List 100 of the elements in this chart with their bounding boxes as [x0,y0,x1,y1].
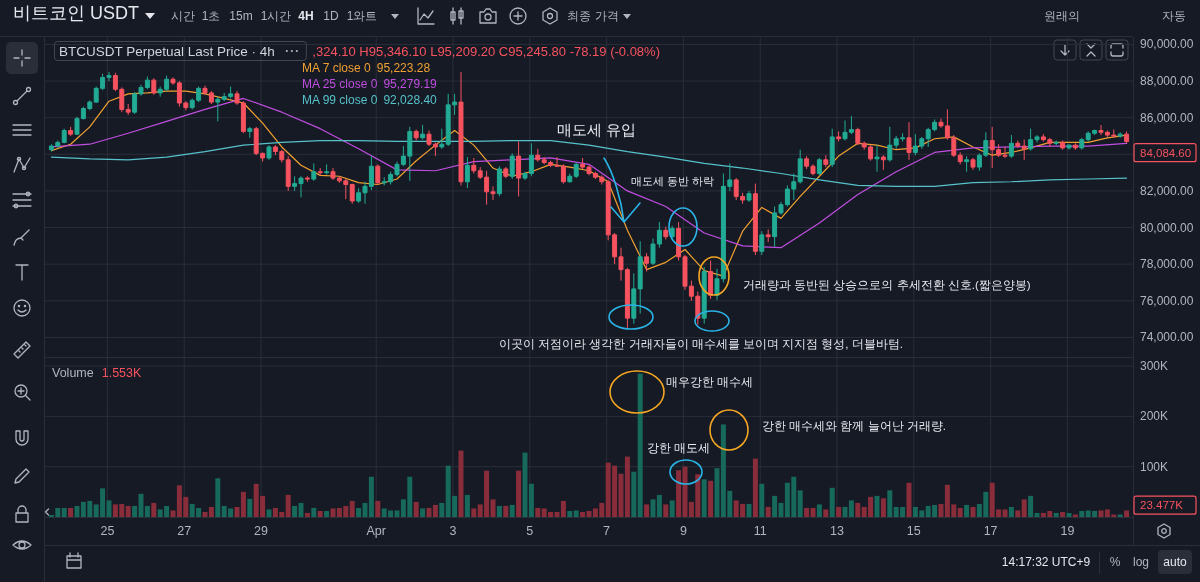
text: 최종 가격 [567,9,619,23]
candlestick [215,96,221,122]
bar [887,490,893,517]
candlestick [708,260,714,300]
bar [1060,511,1066,517]
y-tick-label: 100K [1140,459,1169,474]
text: % [1109,555,1121,569]
candlestick [311,162,317,182]
candlestick [836,130,842,142]
x-tick-label: 3 [449,524,457,538]
annotation: 92,028.40 [383,93,438,107]
bar [125,505,131,517]
x-tick-label: 7 [603,524,611,538]
bar [439,502,445,517]
bar [669,500,675,517]
bar [349,500,355,517]
candlestick [1079,137,1085,151]
text: MA 99 close 0 [302,93,378,107]
bar [855,502,861,517]
y-tick-label: 300K [1140,359,1169,374]
text: auto [1163,555,1187,569]
candlestick [1021,139,1027,161]
candlestick [1066,143,1072,151]
candlestick [1053,140,1059,146]
bar [516,470,522,517]
bar [432,504,438,517]
bar [964,504,970,517]
bar [663,504,669,517]
bar [957,507,963,517]
bar [759,483,765,517]
bar [823,509,829,517]
bar [1053,512,1059,517]
bar [324,510,330,517]
candlestick [797,149,803,185]
bar [215,478,221,517]
line-series [50,139,1128,187]
bar [151,502,157,517]
bar [144,505,150,517]
x-tick-label: 25 [100,524,115,538]
candlestick [637,240,643,315]
bar [567,510,573,517]
text: 1D [323,9,339,23]
candlestick [503,166,509,179]
bar [880,498,886,517]
candlestick [765,228,771,243]
bar [356,507,362,517]
candlestick [957,151,963,165]
candlestick [324,163,330,175]
bar [1015,510,1021,517]
candlestick [420,124,426,141]
bar [509,504,515,517]
text: 14:17:32 UTC+9 [1001,555,1091,569]
candlestick [266,144,272,161]
candlestick [746,190,752,203]
annotation: 이곳이 저점이라 생각한 거래자들이 매수세를 보이며 지지점 형성, 더블바텀. [499,338,903,350]
bar [535,507,541,517]
candlestick [349,183,355,205]
candlestick [970,157,976,171]
y-tick-label: 76,000.00 [1140,293,1194,308]
annotation: 강한 매수세와 함께 늘어난 거래량. [762,420,946,432]
text: 자동 [1162,9,1186,23]
candlestick [1117,131,1123,139]
candlestick [413,129,419,142]
y-tick-label: 200K [1140,409,1169,424]
candlestick [631,272,637,325]
text: Volume [52,366,94,380]
y-tick-label: 88,000.00 [1140,74,1194,89]
candlestick [317,167,323,176]
y-tick-label: 90,000.00 [1140,37,1194,52]
text: MA 7 close 0 [302,61,372,75]
y-tick-label: 78,000.00 [1140,257,1194,272]
bar [285,494,291,517]
bar [1072,514,1078,517]
bar [247,498,253,517]
candlestick [573,162,579,179]
x-tick-label: 27 [177,524,192,538]
candlestick [464,156,470,189]
text: 1초 [201,9,221,23]
candlestick [816,157,822,176]
bar [765,506,771,517]
bar [804,507,810,517]
candlestick [471,157,477,175]
candlestick [874,144,880,173]
x-tick-label: 17 [983,524,998,538]
candlestick [644,252,650,272]
annotation: ,324.10 H95,346.10 L95,209.20 C95,245.80 -78.19 (-0.08%) [312,43,660,59]
bar [208,506,214,517]
candlestick [535,148,541,163]
candlestick [823,154,829,168]
y-tick-label: 86,000.00 [1140,110,1194,125]
candlestick [151,77,157,96]
candlestick [906,121,912,161]
bar [644,504,650,517]
bar [471,508,477,517]
candlestick [125,103,131,116]
bar [772,495,778,517]
candlestick [247,126,253,139]
bar [1008,506,1014,517]
candlestick [752,183,758,256]
bar [240,491,246,517]
